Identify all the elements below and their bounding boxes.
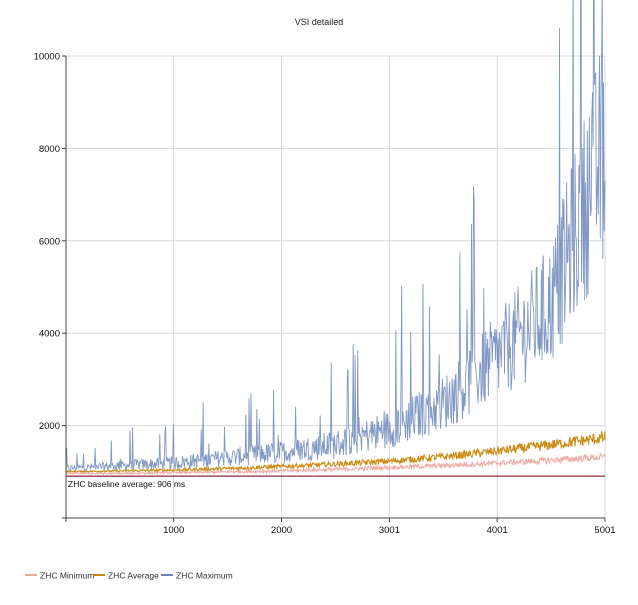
y-tick-label: 4000 — [39, 329, 60, 340]
legend-item-zhc-maximum: ZHC Maximum — [161, 571, 233, 581]
series-layer — [65, 0, 606, 476]
x-tick-label: 5001 — [594, 525, 615, 536]
x-tick-label: 4001 — [487, 525, 508, 536]
y-tick-label: 2000 — [39, 421, 60, 432]
legend-label-zhc-minimum: ZHC Minimum — [40, 571, 94, 581]
axes: 1000 2000 3001 4001 5001 2000 4000 6000 8000 1000… — [34, 52, 616, 537]
chart-title: VSI detailed — [295, 17, 344, 27]
x-tick-label: 3001 — [379, 525, 400, 536]
legend-label-zhc-average: ZHC Average — [108, 571, 159, 581]
series-line-zhc-maximum — [65, 0, 606, 473]
series-line-zhc-average — [65, 430, 606, 474]
grid — [66, 55, 606, 518]
y-tick-label: 6000 — [39, 236, 60, 247]
legend: ZHC Minimum ZHC Average ZHC Maximum — [25, 571, 233, 581]
legend-item-zhc-average: ZHC Average — [93, 571, 159, 581]
x-tick-label: 1000 — [163, 525, 184, 536]
baseline-label: ZHC baseline average: 906 ms — [68, 479, 185, 489]
y-tick-label: 8000 — [39, 144, 60, 155]
legend-item-zhc-minimum: ZHC Minimum — [25, 571, 94, 581]
baseline: ZHC baseline average: 906 ms — [66, 475, 605, 489]
legend-label-zhc-maximum: ZHC Maximum — [176, 571, 233, 581]
x-tick-label: 2000 — [271, 525, 292, 536]
y-tick-label: 10000 — [34, 52, 60, 63]
series-line-zhc-minimum — [65, 453, 606, 476]
